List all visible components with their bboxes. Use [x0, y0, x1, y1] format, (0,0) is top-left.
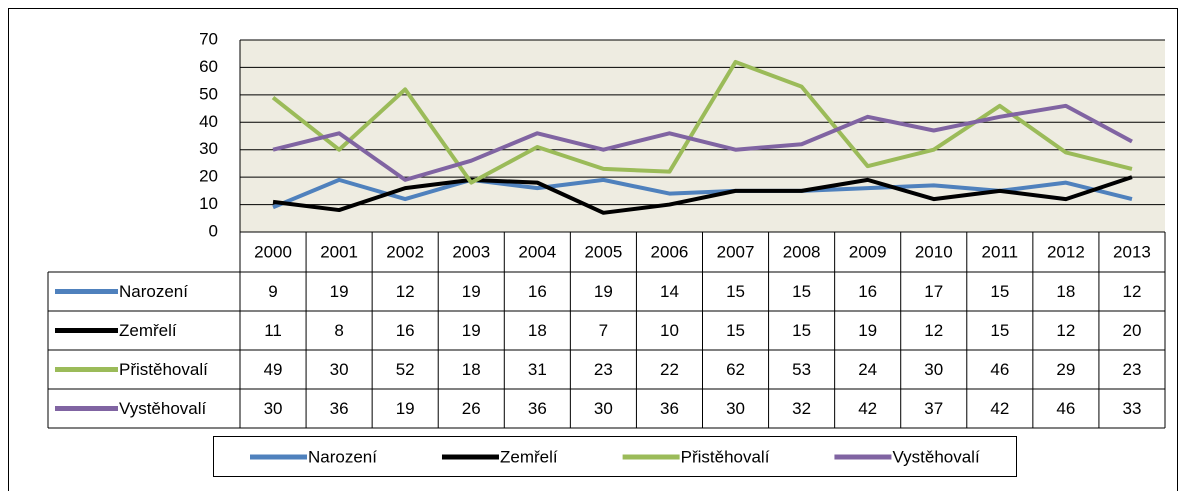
y-tick-label: 70	[199, 29, 218, 48]
table-value: 29	[1056, 360, 1075, 379]
table-value: 19	[396, 399, 415, 418]
plot-area	[240, 40, 1165, 232]
table-value: 7	[599, 321, 608, 340]
table-value: 53	[792, 360, 811, 379]
table-value: 18	[528, 321, 547, 340]
row-label: Zemřelí	[119, 321, 177, 340]
table-value: 23	[1123, 360, 1142, 379]
table-value: 10	[660, 321, 679, 340]
table-value: 19	[462, 282, 481, 301]
table-value: 16	[396, 321, 415, 340]
table-value: 32	[792, 399, 811, 418]
legend-label: Narození	[308, 447, 377, 466]
row-label: Přistěhovalí	[119, 360, 208, 379]
x-tick-label: 2000	[254, 242, 292, 261]
x-tick-label: 2010	[915, 242, 953, 261]
table-value: 52	[396, 360, 415, 379]
x-tick-label: 2012	[1047, 242, 1085, 261]
table-value: 23	[594, 360, 613, 379]
table-value: 18	[1056, 282, 1075, 301]
table-value: 24	[858, 360, 877, 379]
x-tick-label: 2002	[386, 242, 424, 261]
x-tick-label: 2008	[783, 242, 821, 261]
x-tick-label: 2009	[849, 242, 887, 261]
table-value: 33	[1123, 399, 1142, 418]
table-value: 16	[858, 282, 877, 301]
table-value: 12	[1123, 282, 1142, 301]
table-value: 15	[726, 282, 745, 301]
table-value: 62	[726, 360, 745, 379]
table-value: 36	[660, 399, 679, 418]
legend-label: Přistěhovalí	[681, 447, 770, 466]
row-label: Narození	[119, 282, 188, 301]
y-tick-label: 20	[199, 167, 218, 186]
x-tick-label: 2006	[651, 242, 689, 261]
table-value: 20	[1123, 321, 1142, 340]
x-tick-label: 2013	[1113, 242, 1151, 261]
table-value: 15	[726, 321, 745, 340]
table-value: 15	[990, 282, 1009, 301]
table-value: 46	[990, 360, 1009, 379]
series-line	[272, 103, 1133, 182]
series-line	[272, 177, 1133, 210]
x-tick-label: 2004	[518, 242, 556, 261]
table-value: 30	[330, 360, 349, 379]
table-value: 17	[924, 282, 943, 301]
table-value: 15	[792, 282, 811, 301]
x-tick-label: 2007	[717, 242, 755, 261]
table-value: 30	[594, 399, 613, 418]
x-tick-label: 2001	[320, 242, 358, 261]
table-value: 8	[334, 321, 343, 340]
table-value: 19	[330, 282, 349, 301]
table-value: 18	[462, 360, 481, 379]
table-value: 22	[660, 360, 679, 379]
y-tick-label: 50	[199, 84, 218, 103]
row-label: Vystěhovalí	[119, 399, 207, 418]
table-value: 14	[660, 282, 679, 301]
series-line	[272, 175, 1133, 215]
table-value: 31	[528, 360, 547, 379]
y-tick-label: 0	[209, 221, 218, 240]
legend-label: Vystěhovalí	[892, 447, 980, 466]
table-value: 19	[858, 321, 877, 340]
table-value: 12	[396, 282, 415, 301]
table-value: 42	[858, 399, 877, 418]
y-tick-label: 30	[199, 139, 218, 158]
table-value: 37	[924, 399, 943, 418]
table-value: 15	[792, 321, 811, 340]
table-value: 19	[594, 282, 613, 301]
x-tick-label: 2005	[584, 242, 622, 261]
table-value: 36	[528, 399, 547, 418]
table-value: 15	[990, 321, 1009, 340]
series-line	[271, 59, 1133, 185]
table-value: 30	[924, 360, 943, 379]
table-value: 36	[330, 399, 349, 418]
table-value: 19	[462, 321, 481, 340]
y-tick-label: 10	[199, 194, 218, 213]
table-value: 30	[264, 399, 283, 418]
table-value: 16	[528, 282, 547, 301]
legend-label: Zemřelí	[500, 447, 558, 466]
x-tick-label: 2011	[982, 242, 1019, 261]
table-value: 26	[462, 399, 481, 418]
table-value: 30	[726, 399, 745, 418]
table-value: 11	[264, 321, 282, 340]
table-value: 12	[924, 321, 943, 340]
y-tick-label: 40	[199, 112, 218, 131]
x-tick-label: 2003	[452, 242, 490, 261]
table-value: 12	[1056, 321, 1075, 340]
y-tick-label: 60	[199, 57, 218, 76]
table-value: 9	[268, 282, 277, 301]
table-value: 46	[1056, 399, 1075, 418]
table-value: 49	[264, 360, 283, 379]
table-value: 42	[990, 399, 1009, 418]
